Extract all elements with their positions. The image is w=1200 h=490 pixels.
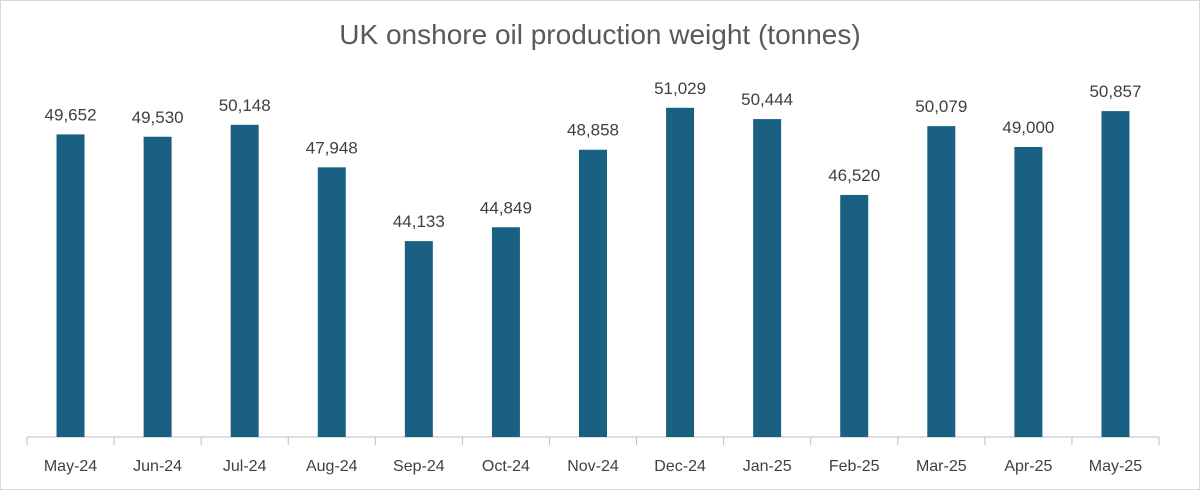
data-label: 50,444 xyxy=(741,90,793,109)
value-labels-group: 49,652 49,530 50,148 47,948 44,133 44,849 48,8… xyxy=(45,79,1142,231)
bar-mar-25 xyxy=(927,126,956,437)
data-label: 50,079 xyxy=(915,97,967,116)
data-label: 44,133 xyxy=(393,212,445,231)
data-label: 48,858 xyxy=(567,121,619,140)
bar-jan-25 xyxy=(753,119,782,437)
x-tick-label: Jul-24 xyxy=(223,458,267,475)
x-tick-label: Jun-24 xyxy=(133,458,182,475)
bar-oct-24 xyxy=(491,227,520,437)
bars-group xyxy=(56,107,1130,438)
x-tick-label: Nov-24 xyxy=(567,458,619,475)
chart-title: UK onshore oil production weight (tonnes… xyxy=(339,19,861,50)
category-labels-group: May-24 Jun-24 Jul-24 Aug-24 Sep-24 Oct-24 Nov-… xyxy=(44,458,1142,475)
x-tick-label: May-25 xyxy=(1089,458,1142,475)
data-label: 50,857 xyxy=(1089,82,1141,101)
data-label: 44,849 xyxy=(480,198,532,217)
data-label: 47,948 xyxy=(306,138,358,157)
bar-sep-24 xyxy=(404,241,433,437)
x-tick-label: Sep-24 xyxy=(393,458,445,475)
bar-may-25 xyxy=(1101,111,1130,438)
bar-nov-24 xyxy=(579,149,607,437)
data-label: 49,652 xyxy=(45,105,97,124)
bar-dec-24 xyxy=(666,107,695,437)
x-tick-label: May-24 xyxy=(44,458,97,475)
data-label: 51,029 xyxy=(654,79,706,98)
bar-apr-25 xyxy=(1014,147,1043,437)
data-label: 49,000 xyxy=(1002,118,1054,137)
x-tick-label: Apr-25 xyxy=(1004,458,1052,475)
bar-feb-25 xyxy=(840,194,869,437)
bar-aug-24 xyxy=(317,167,346,437)
x-tick-label: Feb-25 xyxy=(829,458,880,475)
x-tick-label: Aug-24 xyxy=(306,458,358,475)
x-tick-label: Dec-24 xyxy=(654,458,706,475)
bar-jul-24 xyxy=(230,124,259,438)
x-tick-label: Oct-24 xyxy=(482,458,530,475)
x-tick-label: Jan-25 xyxy=(743,458,792,475)
bar-jun-24 xyxy=(143,136,172,437)
x-tick-label: Mar-25 xyxy=(916,458,967,475)
bar-may-24 xyxy=(56,134,85,438)
ticks-group xyxy=(26,437,1160,445)
data-label: 49,530 xyxy=(132,108,184,127)
data-label: 46,520 xyxy=(828,166,880,185)
data-label: 50,148 xyxy=(219,96,271,115)
